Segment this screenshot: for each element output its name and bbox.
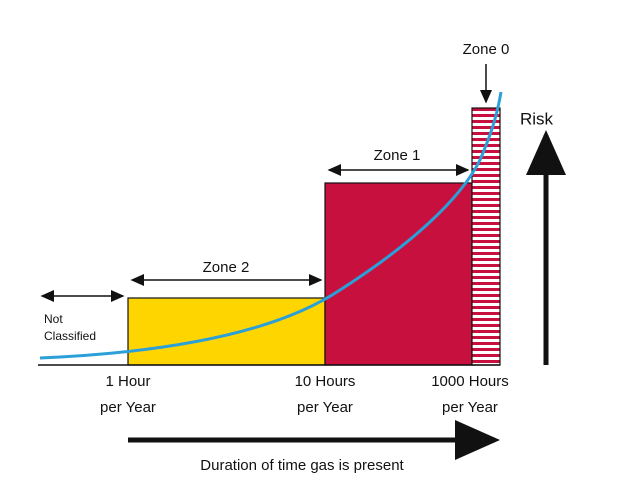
axis-label: Duration of time gas is present [200,457,404,474]
x-label: 10 Hours [295,373,356,390]
zone2-block [127,297,326,366]
zone0-label: Zone 0 [463,41,510,58]
risk-curve [39,91,503,360]
x-label: 1 Hour [105,373,150,390]
x-label: per Year [100,399,156,416]
zone0-block [471,107,501,366]
x-label: per Year [297,399,353,416]
zone2-label: Zone 2 [203,259,250,276]
risk-label: Risk [520,109,554,128]
not-classified-label: Not [44,312,63,326]
not-classified-label: Classified [44,329,96,343]
x-label: per Year [442,399,498,416]
zone1-label: Zone 1 [374,147,421,164]
x-label: 1000 Hours [431,373,509,390]
zone1-block [324,182,473,366]
